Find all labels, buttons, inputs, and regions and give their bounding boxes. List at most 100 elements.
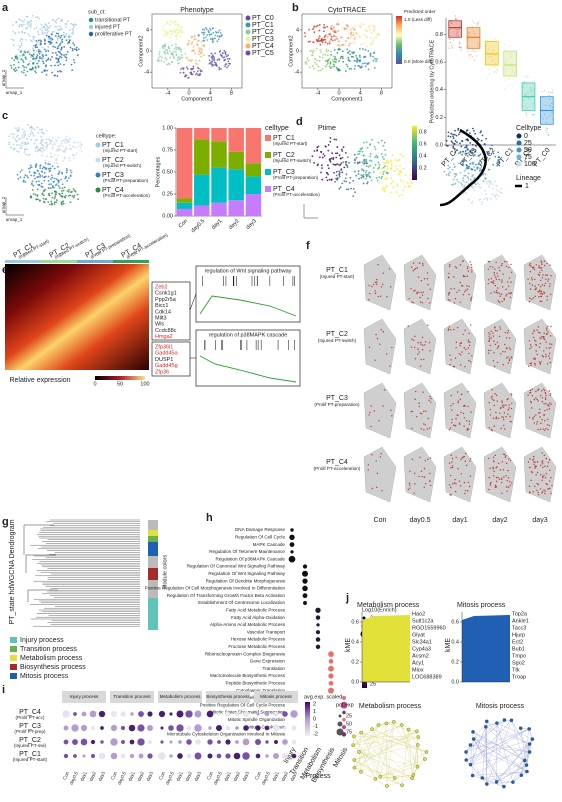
term: DNA Damage Response [235,527,285,532]
spot [540,488,541,489]
term: Regulation Of Wnt Signaling Pathway [208,571,285,576]
spot [531,471,532,472]
edge [473,744,530,775]
spot [529,340,530,341]
cell-point [57,155,59,157]
outlier [456,19,457,20]
spot [510,349,511,350]
cell-point [458,152,460,154]
spot [462,260,463,261]
spot [414,336,415,337]
spot [491,396,492,397]
spot [383,272,384,273]
outlier [505,80,506,81]
cell-point [224,66,226,68]
cell-point [321,164,323,166]
cell-point [344,29,346,31]
spot [535,397,536,398]
cell-point [313,162,315,164]
cell-point [36,50,38,52]
cell-point [305,61,307,63]
legend-dot [96,158,101,163]
cell-point [36,27,38,29]
label: 1.0 (Less diff) [404,17,432,22]
cell-point [498,162,500,164]
spot [464,417,465,418]
legend-sub: (Injured PT-switch) [103,163,142,168]
spot [534,399,535,400]
cell-point [50,187,52,189]
outlier [497,70,498,71]
cell-point [10,147,12,149]
cell-point [191,36,193,38]
spot [504,299,505,300]
x-tick-label: day0.5 [69,770,80,785]
dot [81,739,88,746]
cell-point [328,59,330,61]
cell-point [348,59,350,61]
module-color [148,568,158,580]
cell-point [181,27,183,29]
cell-point [362,48,364,50]
spot [549,286,550,287]
spot [453,276,454,277]
outlier [472,20,473,21]
cell-point [332,158,334,160]
cell-point [56,75,58,77]
cell-point [70,174,72,176]
cell-point [27,177,29,179]
spot [505,416,506,417]
cell-point [209,59,211,61]
legend-dot [338,722,343,727]
cell-point [397,185,399,187]
colorbar-tick: 2 [313,701,316,707]
group-label: Mitosis process [260,694,292,699]
spot [427,459,428,460]
dot [64,726,69,731]
cell-point [57,39,59,41]
spot [421,471,422,472]
spot [509,360,510,361]
cell-point [57,173,59,175]
cell-point [34,178,36,180]
cell-point [314,25,316,27]
dot [217,754,222,759]
spot [376,487,377,488]
bar-segment [228,128,243,152]
cell-point [214,59,216,61]
cell-point [304,35,306,37]
spot [505,289,506,290]
cell-point [176,38,178,40]
cell-point [356,33,358,35]
spot [375,282,376,283]
x-tick-label: day1 [79,770,88,782]
cell-point [485,193,487,195]
cell-point [25,153,27,155]
cell-point [24,136,26,138]
cell-point [27,34,29,36]
spot [542,452,543,453]
cell-point [454,152,456,154]
spot [528,461,529,462]
spot [368,414,369,415]
spot [496,481,497,482]
cell-point [44,176,46,178]
legend-label: PT_C0 [252,15,274,22]
cell-point [212,39,214,41]
spot [503,364,504,365]
cell-point [334,29,336,31]
cell-point [169,37,171,39]
spot [504,261,505,262]
gene: Zfp36 [155,369,169,375]
dot [137,724,144,731]
cell-point [330,137,332,139]
cell-point [42,32,44,34]
cell-point [354,39,356,41]
spot [530,346,531,347]
cell-point [66,39,68,41]
cell-point [229,58,231,60]
cell-point [51,33,53,35]
cell-point [323,153,325,155]
cell-point [55,150,57,152]
spot [502,274,503,275]
